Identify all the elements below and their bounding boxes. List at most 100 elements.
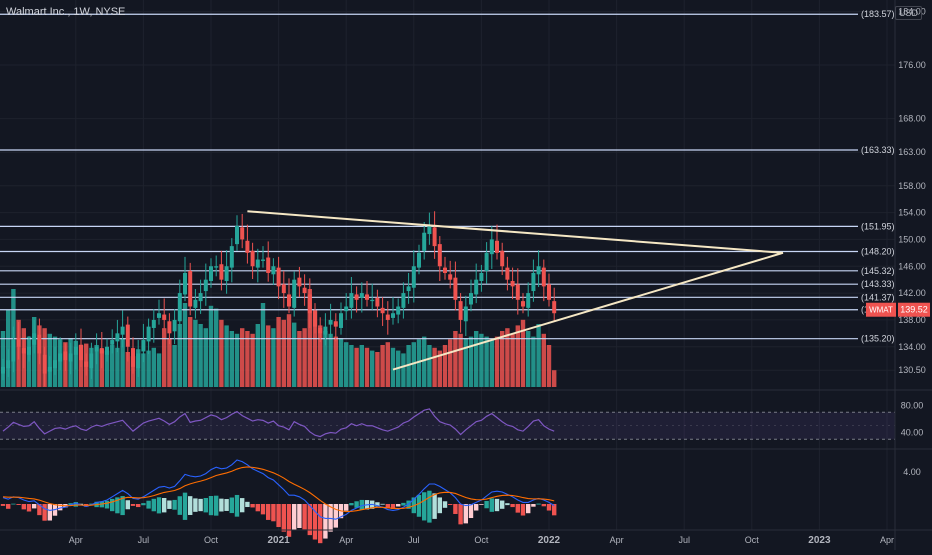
volume-bar bbox=[453, 331, 458, 387]
candle-body bbox=[99, 348, 104, 354]
macd-histogram-bar bbox=[484, 500, 489, 509]
macd-histogram-bar bbox=[546, 504, 552, 511]
macd-histogram-bar bbox=[182, 492, 188, 520]
macd-histogram-bar bbox=[255, 504, 260, 512]
candle-body bbox=[391, 313, 395, 318]
candle-body bbox=[136, 353, 141, 369]
x-tick-label: 2023 bbox=[808, 535, 831, 546]
y-tick-label: 158.00 bbox=[898, 181, 926, 191]
level-label: (183.57) bbox=[861, 9, 895, 19]
candle-body bbox=[240, 227, 245, 240]
candle-body bbox=[552, 301, 557, 314]
level-label: (148.20) bbox=[861, 246, 895, 256]
volume-bar bbox=[266, 325, 271, 387]
volume-bar bbox=[281, 319, 286, 387]
candle-body bbox=[224, 266, 229, 282]
macd-histogram-bar bbox=[307, 504, 312, 536]
volume-bar bbox=[198, 324, 203, 387]
candle-body bbox=[411, 266, 416, 288]
candle-body bbox=[255, 259, 260, 268]
volume-bar bbox=[515, 325, 520, 387]
x-tick-label: Apr bbox=[610, 535, 624, 545]
currency-button[interactable]: USD bbox=[894, 6, 922, 20]
volume-bar bbox=[422, 336, 427, 387]
candle-body bbox=[58, 353, 63, 362]
candle-body bbox=[307, 294, 312, 314]
candle-body bbox=[365, 294, 369, 300]
macd-histogram-bar bbox=[468, 504, 474, 519]
macd-histogram-bar bbox=[526, 504, 531, 514]
candle-body bbox=[448, 274, 453, 280]
macd-histogram-bar bbox=[115, 497, 120, 514]
candle-body bbox=[21, 348, 26, 354]
y-tick-label: 130.50 bbox=[898, 365, 926, 375]
candle-body bbox=[105, 346, 109, 355]
candle-body bbox=[11, 340, 16, 362]
macd-histogram-bar bbox=[167, 500, 172, 509]
macd-histogram-bar bbox=[271, 504, 276, 522]
y-tick-label: 150.00 bbox=[898, 234, 926, 244]
y-tick-label: 163.00 bbox=[898, 147, 926, 157]
volume-bar bbox=[333, 336, 338, 387]
volume-bar bbox=[172, 345, 177, 387]
volume-bar bbox=[146, 350, 151, 387]
macd-histogram-bar bbox=[312, 504, 318, 540]
volume-bar bbox=[219, 319, 224, 387]
rsi-pane: 80.00 40.00 bbox=[0, 401, 923, 440]
volume-bar bbox=[208, 305, 214, 387]
macd-histogram-bar bbox=[416, 494, 422, 517]
candle-body bbox=[214, 266, 219, 268]
x-tick-label: Oct bbox=[204, 535, 219, 545]
volume-bar bbox=[349, 345, 354, 387]
candle-body bbox=[16, 338, 21, 347]
candle-body bbox=[1, 366, 5, 374]
macd-histogram-bar bbox=[214, 495, 219, 516]
macd-histogram-bar bbox=[219, 498, 224, 512]
y-tick-label: 138.00 bbox=[898, 315, 926, 325]
candle-body bbox=[313, 311, 317, 327]
candle-body bbox=[183, 272, 187, 295]
volume-bar bbox=[255, 324, 260, 387]
candle-body bbox=[141, 340, 146, 352]
x-tick-label: Jul bbox=[678, 535, 690, 545]
volume-bar bbox=[156, 353, 162, 387]
macd-histogram-bar bbox=[489, 498, 494, 512]
y-tick-label: 176.00 bbox=[898, 60, 926, 70]
macd-histogram-bar bbox=[354, 501, 359, 508]
volume-bar bbox=[151, 347, 156, 387]
macd-histogram-bar bbox=[427, 490, 432, 523]
candle-body bbox=[146, 326, 151, 342]
macd-histogram-bar bbox=[520, 504, 526, 516]
candles-layer bbox=[1, 211, 557, 387]
macd-histogram-bar bbox=[110, 498, 115, 512]
candle-body bbox=[198, 293, 203, 302]
volume-bar bbox=[474, 331, 479, 387]
macd-histogram-bar bbox=[141, 503, 146, 506]
candle-body bbox=[27, 346, 31, 355]
macd-histogram-bar bbox=[323, 504, 328, 539]
candle-body bbox=[484, 252, 489, 271]
volume-bar bbox=[520, 319, 526, 387]
candle-body bbox=[375, 297, 380, 307]
volume-bar bbox=[6, 310, 11, 387]
candle-body bbox=[370, 299, 375, 302]
chart-title: Walmart Inc., 1W, NYSE bbox=[6, 6, 126, 18]
candle-body bbox=[37, 334, 42, 354]
macd-histogram-bar bbox=[104, 500, 110, 509]
volume-bar bbox=[489, 339, 494, 387]
trend-lines-layer[interactable] bbox=[247, 210, 784, 371]
macd-histogram-bar bbox=[203, 498, 208, 513]
volume-bar bbox=[323, 331, 328, 387]
level-label: (143.33) bbox=[861, 279, 895, 289]
candle-body bbox=[89, 353, 94, 369]
macd-histogram-bar bbox=[474, 504, 479, 511]
x-tick-label: Oct bbox=[474, 535, 489, 545]
x-tick-label: Apr bbox=[880, 535, 894, 545]
candle-body bbox=[42, 354, 47, 374]
candle-body bbox=[422, 232, 427, 251]
macd-histogram-bar bbox=[89, 503, 94, 505]
candle-body bbox=[151, 319, 156, 328]
